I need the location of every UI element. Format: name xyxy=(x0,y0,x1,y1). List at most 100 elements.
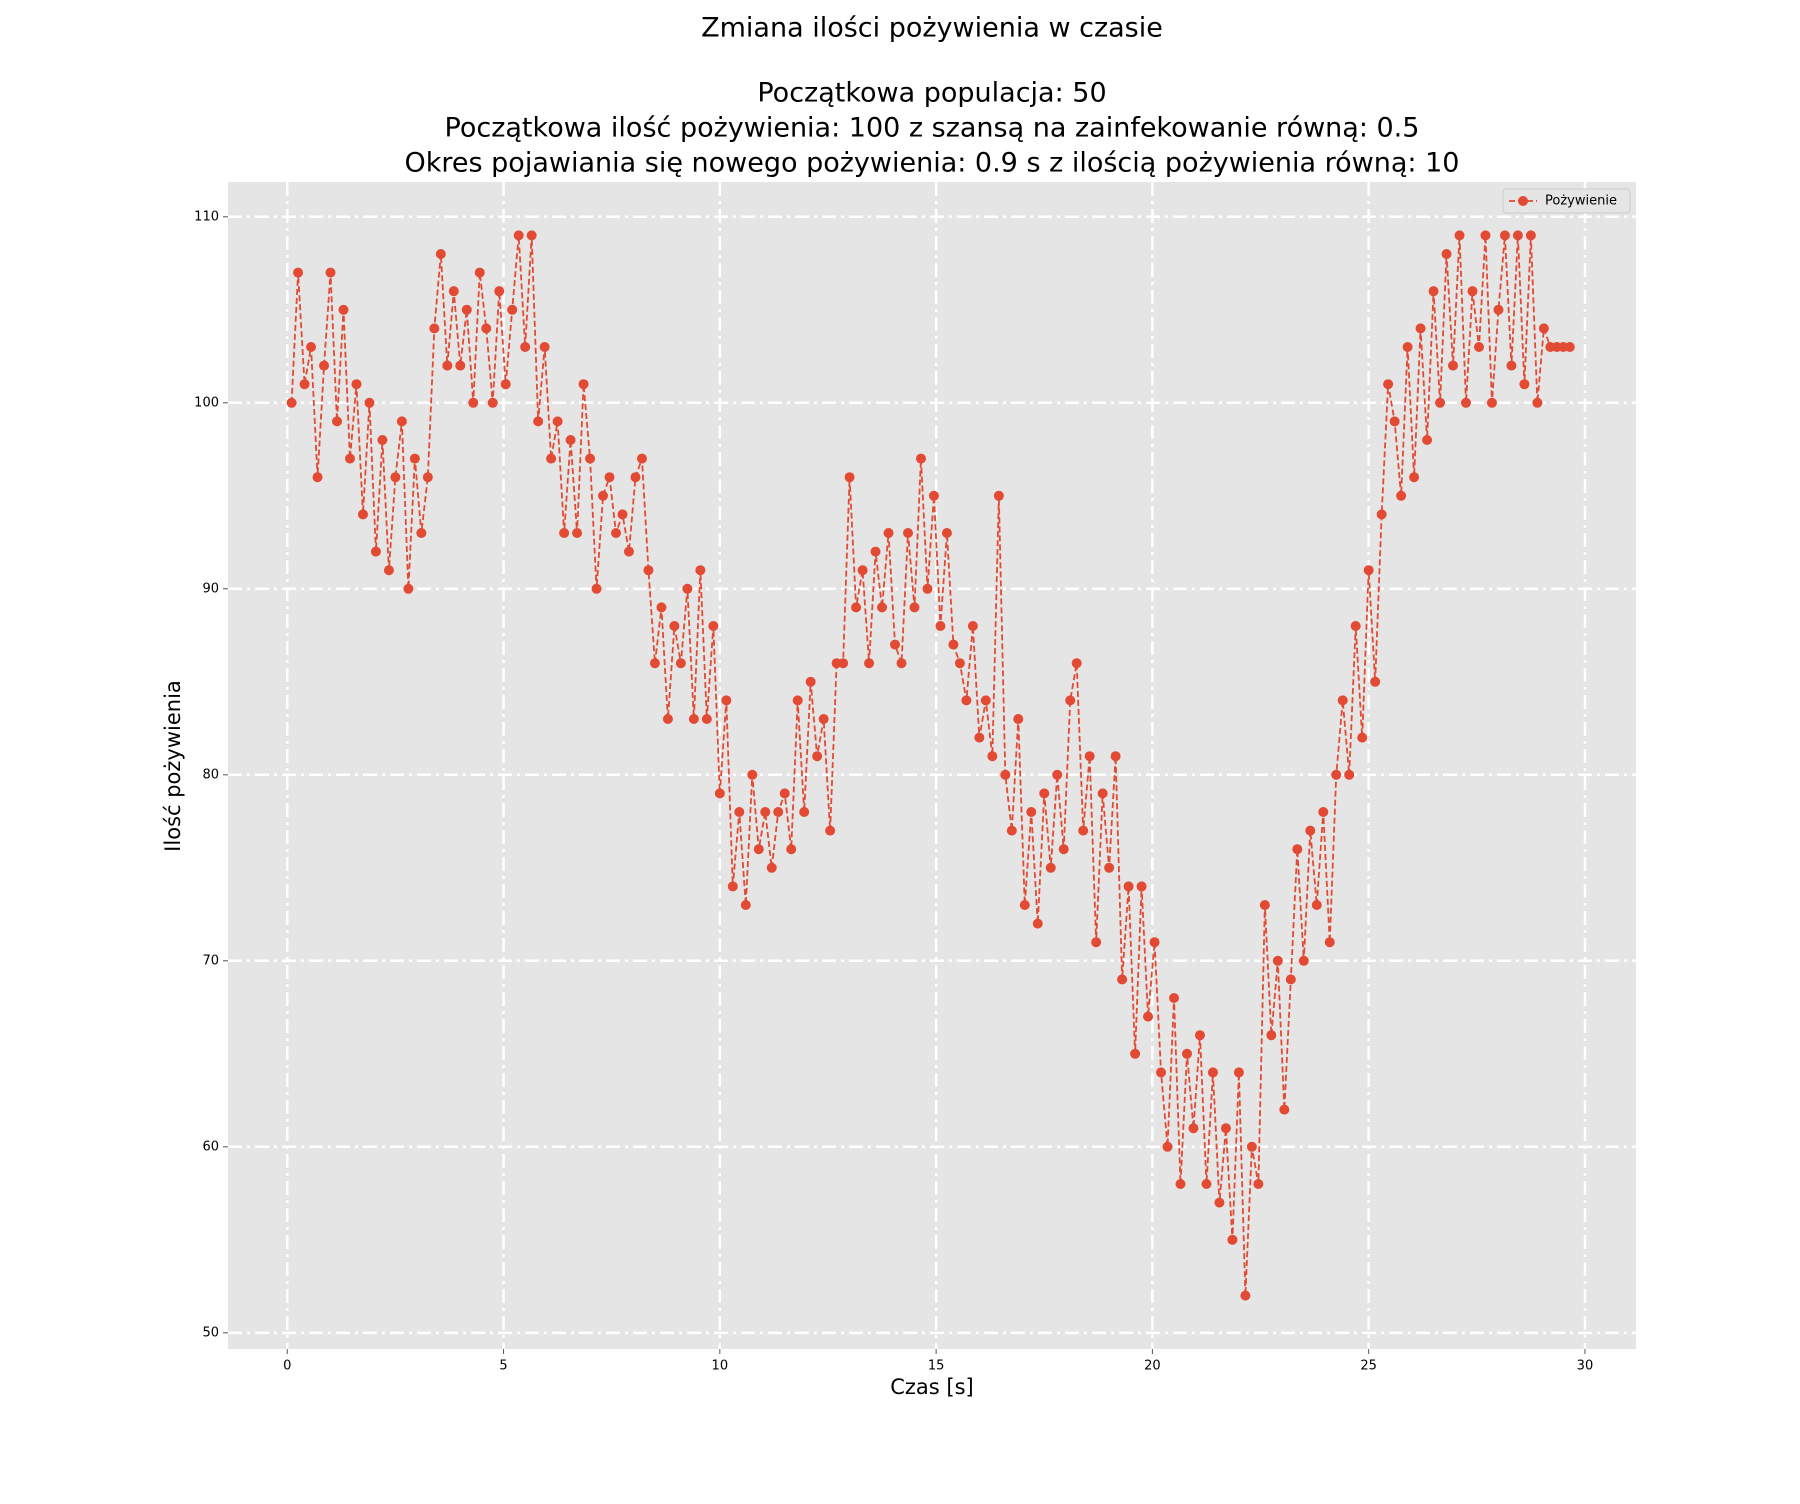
data-point xyxy=(1564,341,1575,352)
data-point xyxy=(526,230,537,241)
data-point xyxy=(909,602,920,613)
data-point xyxy=(1259,900,1270,911)
data-point xyxy=(1162,1141,1173,1152)
data-point xyxy=(533,416,544,427)
data-point xyxy=(805,676,816,687)
data-point xyxy=(1506,360,1517,371)
data-point xyxy=(1169,993,1180,1004)
data-point xyxy=(786,844,797,855)
data-point xyxy=(1123,881,1134,892)
data-point xyxy=(306,341,317,352)
data-point xyxy=(312,472,323,483)
data-point xyxy=(649,658,660,669)
data-point xyxy=(1357,732,1368,743)
x-tick-label: 20 xyxy=(1144,1359,1161,1374)
data-point xyxy=(513,230,524,241)
data-point xyxy=(1026,807,1037,818)
data-point xyxy=(546,453,557,464)
data-point xyxy=(299,379,310,390)
data-point xyxy=(617,509,628,520)
y-tick-label: 110 xyxy=(194,209,219,224)
legend-marker xyxy=(1518,196,1528,206)
data-point xyxy=(1499,230,1510,241)
data-point xyxy=(980,695,991,706)
data-point xyxy=(812,751,823,762)
data-point xyxy=(747,769,758,780)
data-point xyxy=(1045,862,1056,873)
data-point xyxy=(319,360,330,371)
legend-label: Pożywienie xyxy=(1545,194,1617,209)
data-point xyxy=(695,565,706,576)
data-point xyxy=(344,453,355,464)
data-point xyxy=(1078,825,1089,836)
data-point xyxy=(1376,509,1387,520)
data-point xyxy=(1473,341,1484,352)
data-point xyxy=(1117,974,1128,985)
data-point xyxy=(611,527,622,538)
x-tick-label: 25 xyxy=(1360,1359,1377,1374)
data-point xyxy=(1240,1290,1251,1301)
data-point xyxy=(1311,900,1322,911)
data-point xyxy=(572,527,583,538)
data-point xyxy=(1370,676,1381,687)
data-point xyxy=(1292,844,1303,855)
data-point xyxy=(286,397,297,408)
x-tick-label: 10 xyxy=(712,1359,729,1374)
y-tick-label: 70 xyxy=(202,953,219,968)
chart-title: Zmiana ilości pożywienia w czasie xyxy=(701,13,1163,44)
data-point xyxy=(1415,323,1426,334)
data-point xyxy=(708,620,719,631)
data-point xyxy=(662,713,673,724)
data-point xyxy=(1019,900,1030,911)
data-point xyxy=(481,323,492,334)
data-point xyxy=(487,397,498,408)
data-point xyxy=(1298,955,1309,966)
data-point xyxy=(383,565,394,576)
data-point xyxy=(1201,1179,1212,1190)
data-point xyxy=(1525,230,1536,241)
data-point xyxy=(1272,955,1283,966)
data-point xyxy=(623,546,634,557)
data-point xyxy=(941,527,952,538)
data-point xyxy=(734,807,745,818)
data-point xyxy=(1461,397,1472,408)
data-point xyxy=(773,807,784,818)
data-point xyxy=(1337,695,1348,706)
data-point xyxy=(779,788,790,799)
data-point xyxy=(1149,937,1160,948)
data-point xyxy=(864,658,875,669)
data-point xyxy=(1227,1234,1238,1245)
data-point xyxy=(753,844,764,855)
data-point xyxy=(578,379,589,390)
data-point xyxy=(1435,397,1446,408)
data-point xyxy=(799,807,810,818)
data-point xyxy=(1383,379,1394,390)
data-point xyxy=(591,583,602,594)
data-point xyxy=(338,304,349,315)
data-point xyxy=(1448,360,1459,371)
data-point xyxy=(1220,1123,1231,1134)
data-point xyxy=(877,602,888,613)
data-point xyxy=(435,248,446,259)
data-point xyxy=(1428,286,1439,297)
data-point xyxy=(1071,658,1082,669)
data-point xyxy=(1305,825,1316,836)
legend-box xyxy=(1502,188,1631,214)
data-point xyxy=(1084,751,1095,762)
data-point xyxy=(1194,1030,1205,1041)
data-point xyxy=(1207,1067,1218,1078)
data-point xyxy=(1538,323,1549,334)
data-point xyxy=(403,583,414,594)
data-point xyxy=(961,695,972,706)
data-point xyxy=(1136,881,1147,892)
data-point xyxy=(954,658,965,669)
data-point xyxy=(448,286,459,297)
series-line xyxy=(290,235,1570,1296)
y-tick-label: 60 xyxy=(202,1139,219,1154)
data-point xyxy=(1344,769,1355,780)
data-point xyxy=(1532,397,1543,408)
data-point xyxy=(675,658,686,669)
data-point xyxy=(727,881,738,892)
data-point xyxy=(825,825,836,836)
data-point xyxy=(416,527,427,538)
